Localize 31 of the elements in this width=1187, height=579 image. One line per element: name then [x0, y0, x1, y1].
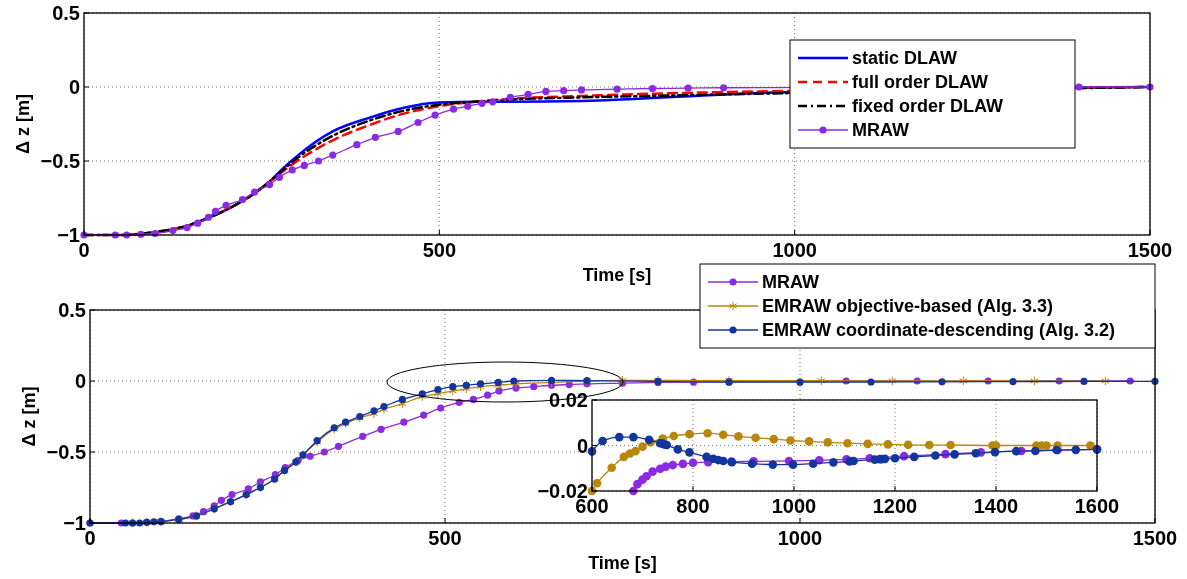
y-tick-label: 0: [68, 76, 80, 98]
x-tick-label: 800: [676, 495, 710, 517]
y-tick-label: 0: [74, 370, 86, 392]
legend-label: MRAW: [852, 120, 909, 140]
legend-label: full order DLAW: [852, 72, 988, 92]
x-tick-label: 1500: [1132, 527, 1178, 549]
x-tick-label: 500: [428, 527, 462, 549]
x-axis-title: Time [s]: [588, 553, 657, 573]
legend-label: EMRAW coordinate-descending (Alg. 3.2): [762, 320, 1116, 340]
y-tick-label: −1: [57, 224, 80, 246]
legend-label: MRAW: [762, 272, 819, 292]
x-tick-label: 1600: [1074, 495, 1120, 517]
y-tick-label: 0: [576, 434, 588, 457]
legend-label: fixed order DLAW: [852, 96, 1004, 116]
y-tick-label: −0.5: [40, 150, 80, 172]
y-axis-title: Δ z [m]: [19, 386, 39, 447]
y-tick-label: −1: [63, 512, 86, 534]
y-axis-title: Δ z [m]: [13, 94, 33, 154]
x-tick-label: 1400: [973, 495, 1019, 517]
x-tick-label: 1000: [772, 239, 817, 261]
x-axis-title: Time [s]: [582, 265, 652, 285]
legend-label: static DLAW: [852, 48, 958, 68]
x-tick-label: 1500: [1127, 239, 1173, 261]
y-tick-label: 0.5: [52, 2, 80, 24]
x-tick-label: 1000: [771, 495, 817, 517]
x-tick-label: 500: [422, 239, 457, 261]
y-tick-label: −0.5: [46, 441, 86, 463]
x-tick-label: 1200: [872, 495, 918, 517]
legend-label: EMRAW objective-based (Alg. 3.3): [762, 296, 1054, 316]
x-tick-label: 1000: [777, 527, 823, 549]
y-tick-label: 0.5: [58, 299, 86, 321]
